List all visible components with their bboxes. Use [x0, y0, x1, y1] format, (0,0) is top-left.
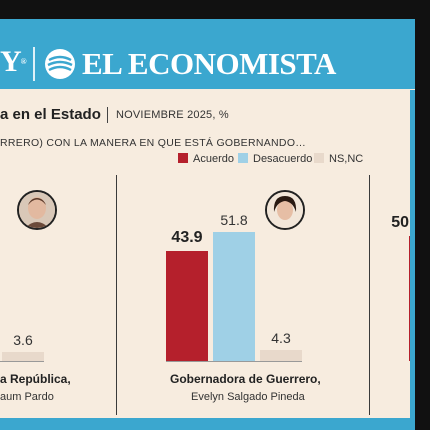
legend-label-nsnc: NS,NC	[329, 153, 364, 165]
bar-nsnc	[260, 350, 302, 361]
data-label-acuerdo: 50	[391, 214, 409, 231]
chart-title: a en el Estado	[0, 106, 101, 123]
portrait-icon	[17, 190, 57, 230]
group-baseline	[0, 361, 44, 362]
data-label-desacuerdo: 51.8	[220, 211, 248, 228]
bar-nsnc	[2, 352, 44, 361]
bar-desacuerdo	[213, 231, 255, 361]
right-black-edge	[415, 19, 430, 430]
legend-label-desacuerdo: Desacuerdo	[253, 153, 313, 165]
frame-bottom-border	[0, 418, 415, 430]
masthead-band: Y® EL ECONOMISTA	[0, 19, 430, 89]
legend-item-desacuerdo: Desacuerdo	[238, 153, 312, 165]
legend-item-nsnc: NS,NC	[314, 153, 363, 165]
legend-swatch-nsnc	[314, 153, 324, 163]
group-divider-1	[116, 175, 117, 415]
masthead-separator	[33, 47, 35, 81]
frame-right-border	[410, 90, 415, 430]
portrait-icon	[19, 192, 55, 228]
legend-item-acuerdo: Acuerdo	[178, 153, 234, 165]
top-black-bar	[0, 0, 430, 19]
title-separator	[107, 107, 108, 123]
data-label-acuerdo: 43.9	[171, 229, 203, 247]
group-name-1: aum Pardo	[0, 391, 54, 403]
legend-label-acuerdo: Acuerdo	[193, 153, 234, 165]
globe-logo-icon	[45, 49, 75, 79]
group-title-2: Gobernadora de Guerrero,	[170, 372, 321, 386]
survey-question: RRERO) CON LA MANERA EN QUE ESTÁ GOBERNA…	[0, 137, 307, 149]
data-label-nsnc: 3.6	[13, 332, 33, 348]
chart-date: NOVIEMBRE 2025, %	[116, 109, 229, 121]
bar-acuerdo	[166, 251, 208, 361]
publication-logo: EL ECONOMISTA	[82, 46, 336, 81]
group-baseline	[166, 361, 302, 362]
legend-swatch-desacuerdo	[238, 153, 248, 163]
portrait-icon	[265, 190, 305, 230]
bar-acuerdo	[409, 236, 410, 361]
data-label-nsnc: 4.3	[271, 330, 291, 347]
legend-swatch-acuerdo	[178, 153, 188, 163]
group-divider-2	[369, 175, 370, 415]
group-name-2: Evelyn Salgado Pineda	[191, 391, 305, 403]
group-title-1: a República,	[0, 372, 71, 386]
partner-brand: Y®	[0, 45, 27, 78]
portrait-icon	[267, 192, 303, 228]
